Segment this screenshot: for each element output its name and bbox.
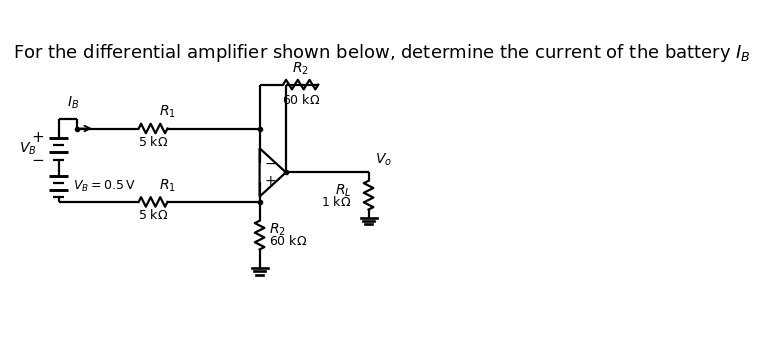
Text: $-$: $-$ bbox=[32, 151, 45, 166]
Text: For the differential amplifier shown below, determine the current of the battery: For the differential amplifier shown bel… bbox=[13, 42, 751, 64]
Text: $I_B$: $I_B$ bbox=[67, 95, 80, 111]
Text: $R_L$: $R_L$ bbox=[334, 182, 351, 199]
Text: +: + bbox=[32, 130, 45, 145]
Text: 60 k$\Omega$: 60 k$\Omega$ bbox=[269, 235, 307, 248]
Text: 1 k$\Omega$: 1 k$\Omega$ bbox=[320, 194, 351, 209]
Text: 5 k$\Omega$: 5 k$\Omega$ bbox=[138, 208, 168, 222]
Text: $R_1$: $R_1$ bbox=[160, 103, 176, 120]
Text: 60 k$\Omega$: 60 k$\Omega$ bbox=[282, 93, 320, 106]
Text: $-$: $-$ bbox=[264, 156, 276, 169]
Text: $R_2$: $R_2$ bbox=[269, 222, 286, 239]
Text: $V_B$: $V_B$ bbox=[19, 141, 36, 157]
Text: $R_1$: $R_1$ bbox=[160, 178, 176, 194]
Text: $R_2$: $R_2$ bbox=[293, 60, 309, 77]
Text: $V_o$: $V_o$ bbox=[375, 151, 392, 168]
Text: 5 k$\Omega$: 5 k$\Omega$ bbox=[138, 135, 168, 149]
Text: $V_B = 0.5\,$V: $V_B = 0.5\,$V bbox=[73, 179, 136, 194]
Text: $+$: $+$ bbox=[264, 174, 276, 188]
